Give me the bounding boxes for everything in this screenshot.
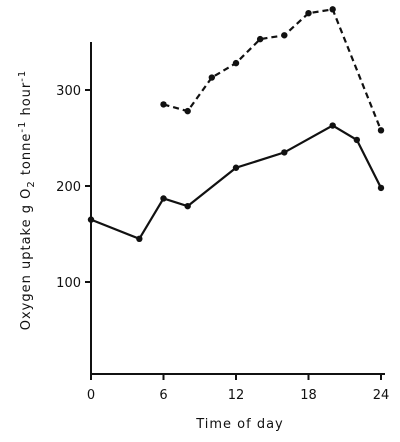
data-point-solid-2 [160,195,167,202]
axes [90,42,385,375]
y-tick-label-1: 200 [56,180,81,195]
data-point-dashed-2 [208,74,216,81]
data-point-solid-7 [353,136,361,144]
series-line-solid [90,124,382,241]
data-point-solid-0 [87,216,95,223]
y-axis-title: Oxygen uptake g O2 tonne-1 hour-1 [17,70,37,331]
data-point-solid-5 [281,149,288,156]
data-point-dashed-5 [281,32,288,39]
y-axis-title-tail: tonne [19,133,34,181]
data-point-dashed-7 [329,6,336,13]
ticks: 0 6 12 18 24 100 200 300 [56,84,389,403]
data-point-dashed-0 [160,101,167,108]
data-series [87,6,385,242]
y-tick-label-2: 300 [56,84,81,99]
data-point-solid-4 [232,164,240,171]
data-point-dashed-6 [305,10,312,17]
x-tick-label-3: 18 [300,388,317,403]
y-axis-title-hour: hour [19,82,34,121]
data-point-dashed-1 [184,107,191,115]
y-tick-label-0: 100 [56,276,81,291]
x-tick-label-2: 12 [228,388,245,403]
x-axis-title: Time of day [195,417,284,432]
data-point-solid-1 [136,235,143,242]
data-point-solid-8 [377,184,385,192]
data-point-dashed-8 [377,127,385,134]
x-tick-label-4: 24 [373,388,390,403]
data-point-dashed-4 [256,35,264,43]
y-axis-title-superscript-2: -1 [17,70,28,82]
y-axis-title-subscript: 2 [26,180,37,187]
series-line-dashed [163,8,383,131]
y-axis-title-main: Oxygen uptake g O [19,188,34,331]
x-tick-label-0: 0 [87,388,95,403]
data-point-solid-3 [184,202,191,210]
data-point-dashed-3 [232,59,240,67]
y-axis-title-superscript-1: -1 [17,121,28,133]
data-point-solid-6 [329,122,336,129]
x-tick-label-1: 6 [159,388,167,403]
